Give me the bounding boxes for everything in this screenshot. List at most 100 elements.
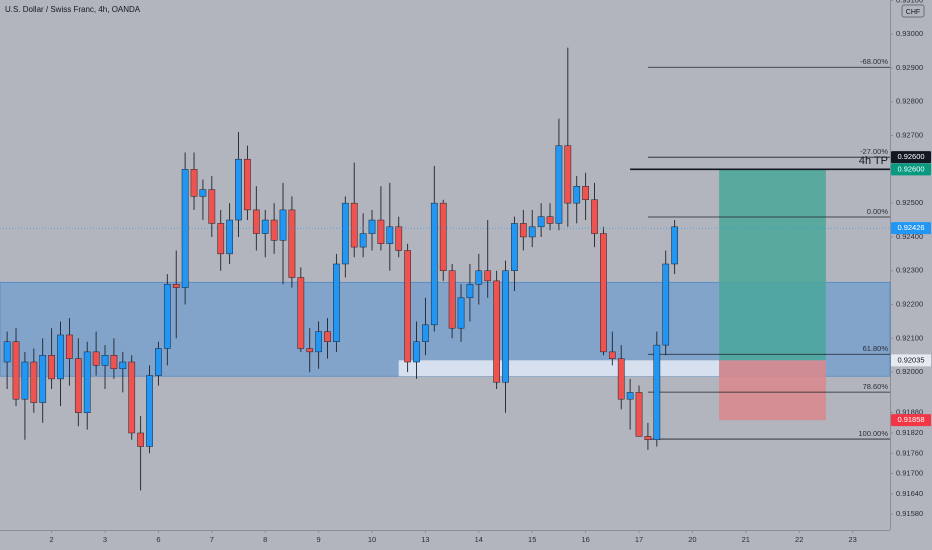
price-label: 0.92600 (897, 152, 924, 161)
candle-body (493, 280, 500, 383)
candle-body (430, 202, 438, 326)
candle-body (74, 358, 82, 413)
x-tick-label: 3 (103, 535, 107, 544)
candle-body (235, 158, 242, 221)
candle-body (288, 209, 296, 278)
candle-body (270, 219, 278, 241)
candle-body (146, 375, 153, 447)
candle-body (662, 263, 670, 346)
candle-body (600, 233, 607, 353)
x-tick-label: 20 (688, 535, 696, 544)
candle-body (92, 351, 100, 366)
x-tick-label: 17 (635, 535, 643, 544)
candle-body (252, 209, 260, 234)
candle-body (386, 226, 394, 244)
fib-label: -27.00% (860, 147, 888, 156)
candle-body (155, 348, 162, 376)
price-label-box (891, 151, 931, 164)
y-tick-label: 0.92700 (896, 131, 923, 140)
candle-body (83, 351, 91, 413)
candle-body (653, 344, 661, 441)
candle-body (66, 334, 73, 359)
x-tick-label: 14 (475, 535, 483, 544)
candle-body (422, 324, 429, 342)
candle-body (315, 331, 322, 353)
candle-body (128, 361, 136, 434)
y-tick-label: 0.91640 (896, 489, 923, 498)
candle-body (484, 270, 492, 282)
x-tick-label: 10 (368, 535, 376, 544)
candle-body (466, 284, 474, 299)
price-label-box (891, 414, 931, 427)
candle-body (350, 202, 358, 248)
price-label: 0.92600 (897, 164, 924, 173)
y-tick-label: 0.91580 (896, 509, 923, 518)
fib-label: 78.60% (863, 382, 889, 391)
candle-body (413, 341, 420, 363)
candle-body (226, 219, 233, 255)
candle-body (608, 351, 616, 359)
candle-body (359, 233, 367, 248)
candle-body (519, 223, 527, 238)
y-tick-label: 0.93100 (896, 0, 923, 4)
candle-body (261, 219, 269, 234)
x-tick-label: 23 (848, 535, 856, 544)
candle-body (591, 199, 598, 234)
price-label-box (891, 163, 931, 176)
candle-body (190, 169, 198, 197)
x-tick-label: 15 (528, 535, 536, 544)
candle-body (119, 361, 127, 370)
y-tick-label: 0.91700 (896, 469, 923, 478)
candle-body (617, 358, 625, 400)
candle-body (341, 202, 349, 265)
candle-body (439, 202, 447, 271)
y-tick-label: 0.92800 (896, 97, 923, 106)
y-tick-label: 0.93000 (896, 29, 923, 38)
fib-label: 100.00% (858, 429, 888, 438)
price-label: 0.91858 (897, 415, 924, 424)
candle-body (279, 209, 287, 241)
candle-body (368, 219, 376, 234)
currency: CHF (906, 9, 920, 16)
y-tick-label: 0.92000 (896, 367, 923, 376)
x-tick-label: 2 (50, 535, 54, 544)
candle-body (582, 185, 589, 201)
price-label: 0.92035 (897, 355, 924, 364)
currency-box[interactable] (901, 4, 925, 18)
candle-body (181, 169, 189, 288)
candle-body (626, 392, 634, 400)
candle-body (635, 392, 643, 437)
candle-body (395, 226, 403, 251)
candle-body (137, 432, 144, 447)
y-tick-label: 0.91880 (896, 408, 923, 417)
candle-body (163, 284, 171, 349)
y-tick-label: 0.92100 (896, 333, 923, 342)
fib-label: -68.00% (860, 57, 888, 66)
candle-body (457, 297, 465, 329)
fib-label: 61.80% (863, 344, 889, 353)
candle-body (172, 284, 180, 288)
candle-body (297, 277, 305, 349)
candle-body (57, 334, 64, 380)
price-label: 0.92426 (897, 223, 924, 232)
candle-body (110, 354, 118, 370)
candle-body (244, 158, 251, 211)
y-tick-label: 0.92900 (896, 63, 923, 72)
candle-body (448, 270, 456, 329)
candle-body (3, 341, 11, 363)
candle-body (546, 216, 554, 224)
fib-label: 0.00% (867, 207, 889, 216)
candle-body (502, 270, 509, 383)
x-tick-label: 22 (795, 535, 803, 544)
y-tick-label: 0.92200 (896, 300, 923, 309)
x-tick-label: 13 (421, 535, 429, 544)
y-tick-label: 0.92500 (896, 198, 923, 207)
x-tick-label: 21 (742, 535, 750, 544)
x-tick-label: 16 (581, 535, 589, 544)
candle-body (324, 331, 331, 342)
y-tick-label: 0.92400 (896, 232, 923, 241)
candle-body (30, 361, 38, 403)
x-tick-label: 9 (317, 535, 321, 544)
candle-body (404, 250, 411, 363)
